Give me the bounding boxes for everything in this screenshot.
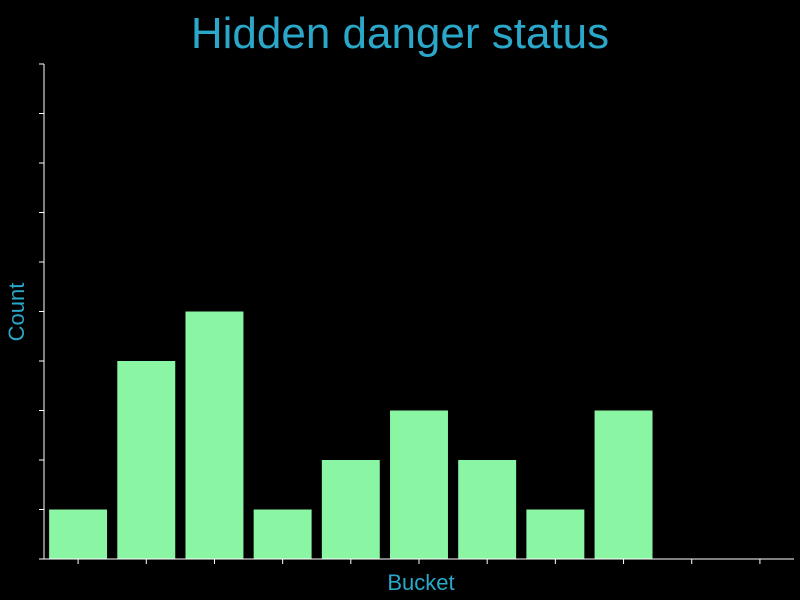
bar — [253, 509, 312, 559]
chart-title: Hidden danger status — [191, 9, 609, 58]
bar — [117, 361, 176, 559]
bar — [185, 311, 244, 559]
bar — [390, 410, 448, 559]
y-axis-label: Count — [4, 283, 29, 342]
bar — [594, 410, 653, 559]
bar — [321, 460, 380, 559]
bar — [526, 509, 585, 559]
x-axis-label: Bucket — [387, 570, 454, 595]
plot-area — [39, 63, 794, 564]
bar — [458, 460, 517, 559]
bar — [49, 509, 108, 559]
